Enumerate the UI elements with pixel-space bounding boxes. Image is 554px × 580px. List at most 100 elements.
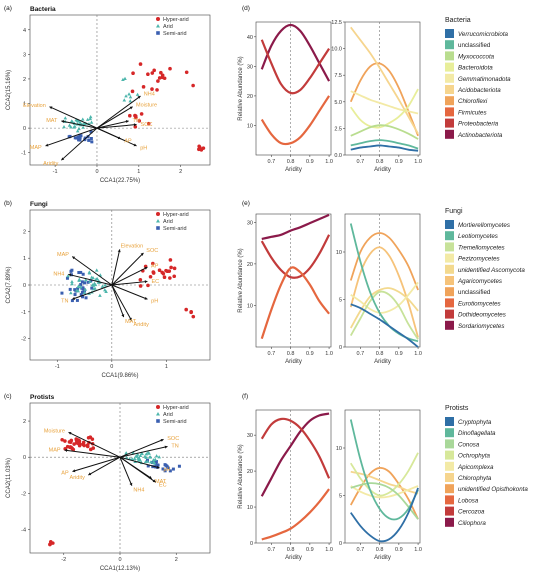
hyper-arid-point: [60, 437, 64, 442]
env-arrow-label: pH: [151, 299, 158, 305]
y-tick-label: 2: [23, 419, 26, 425]
semi-arid-point: [89, 130, 93, 134]
legend-swatch: [445, 40, 454, 50]
env-arrow: [68, 273, 112, 286]
series-line: [260, 39, 330, 95]
hyper-arid-point: [67, 440, 72, 444]
legend-swatch: [445, 264, 454, 274]
env-arrow-head: [68, 273, 72, 277]
y-tick-label: 12.5: [331, 20, 342, 26]
panel-label: (f): [242, 393, 248, 400]
abundance-chart-d: (d) 0.7 0.8 0.9 1.0 10 20 30 40 Aridity 0.7 0.8 0.9 1…: [238, 5, 511, 173]
hyper-arid-point: [191, 83, 195, 88]
y-tick-label: 10: [336, 446, 342, 452]
env-arrow: [111, 284, 133, 321]
legend-title: Fungi: [445, 208, 463, 215]
series-line: [350, 303, 419, 348]
env-arrow-label: Elevation: [121, 243, 144, 249]
arid-point: [88, 116, 93, 121]
env-arrow-head: [121, 314, 125, 318]
env-arrow-label: MAT: [155, 479, 167, 485]
env-arrow-label: MAP: [57, 252, 69, 258]
env-arrow-label: NH4: [133, 487, 144, 493]
legend-label: Verrucomicrobiota: [458, 31, 509, 38]
x-tick-label: 0.7: [357, 351, 365, 357]
semi-arid-point: [150, 461, 154, 465]
series-line: [350, 144, 419, 152]
y-tick-label: 0: [339, 345, 342, 351]
semi-arid-point: [89, 137, 93, 141]
hyper-arid-point: [77, 443, 82, 448]
abundance-chart-e: (e) 0.7 0.8 0.9 1.0 10 20 30 Aridity 0.7 0.8 0.9 1.0…: [238, 200, 525, 365]
semi-arid-point: [70, 299, 74, 303]
legend-swatch: [445, 287, 454, 297]
env-arrow: [111, 266, 148, 286]
series-line: [349, 62, 419, 137]
arid-point: [63, 116, 68, 120]
arid-point: [72, 125, 76, 129]
x-tick-label: 0.8: [287, 547, 295, 553]
arid-point: [145, 459, 150, 463]
y-tick-label: 0: [339, 541, 342, 547]
env-arrow: [49, 106, 98, 129]
semi-arid-point: [77, 138, 81, 142]
semi-arid-point: [168, 469, 172, 473]
semi-arid-point: [86, 280, 90, 284]
env-arrow: [96, 127, 121, 140]
arid-point: [80, 117, 85, 121]
y-tick-label: 2: [23, 229, 26, 235]
x-tick-label: 0.9: [395, 159, 403, 165]
series-line: [260, 266, 330, 340]
x-axis-label: Aridity: [374, 359, 391, 365]
legend-marker-arid: [156, 219, 160, 223]
x-tick-label: 0.7: [268, 159, 276, 165]
arid-point: [135, 92, 140, 96]
env-arrow-head: [61, 119, 65, 124]
x-tick-label: -2: [61, 557, 66, 563]
env-arrow: [111, 284, 148, 300]
hyper-arid-point: [168, 66, 172, 71]
arid-point: [75, 129, 80, 133]
semi-arid-point: [87, 138, 91, 142]
y-tick-label: 20: [247, 469, 253, 475]
semi-arid-point: [79, 283, 83, 287]
env-arrow-label: AP: [124, 138, 132, 144]
cca-plot-b: (b) Fungi -1 0 1 2 1 0 -1 -2 CCA1(9.86%) CCA2(7.89%…: [4, 200, 211, 379]
legend-label: Eurotiomycetes: [458, 300, 501, 307]
legend-label: Chloroflexi: [458, 98, 488, 105]
x-axis-label: CCA1(9.86%): [101, 373, 138, 379]
left-plot-frame: [255, 21, 332, 156]
hyper-arid-point: [155, 88, 159, 92]
legend-label: Sordariomycetes: [458, 323, 504, 330]
series-line: [261, 213, 330, 241]
semi-arid-point: [65, 276, 69, 280]
env-arrow: [96, 106, 133, 129]
hyper-arid-point: [131, 71, 135, 75]
arid-point: [140, 451, 144, 456]
right-plot-frame: [344, 213, 421, 348]
env-arrow-label: TN: [133, 118, 140, 124]
plot-frame: [29, 402, 211, 554]
hyper-arid-point: [167, 269, 172, 273]
legend-swatch: [445, 461, 454, 471]
y-tick-label: -4: [21, 528, 26, 534]
y-tick-label: 0: [250, 541, 253, 547]
y-tick-label: 30: [247, 220, 253, 226]
legend-swatch: [445, 107, 454, 117]
x-tick-label: 1: [165, 364, 168, 370]
env-arrow-label: EC: [151, 279, 159, 285]
arid-point: [66, 274, 70, 278]
semi-arid-point: [177, 464, 181, 468]
arid-point: [134, 454, 138, 458]
series-line: [350, 26, 419, 135]
env-arrow-head: [49, 106, 53, 110]
y-tick-label: 0: [23, 126, 26, 132]
env-arrow-head: [88, 472, 92, 476]
y-axis-label: CCA2(15.16%): [6, 70, 12, 110]
legend-title: Bacteria: [445, 17, 471, 24]
env-arrow-label: TN: [171, 444, 178, 450]
env-arrow-label: TN: [61, 299, 68, 305]
legend-label: Acidobacteriota: [457, 87, 501, 94]
legend-label: Arid: [163, 412, 173, 418]
legend-label: Bacteroidota: [458, 65, 493, 72]
